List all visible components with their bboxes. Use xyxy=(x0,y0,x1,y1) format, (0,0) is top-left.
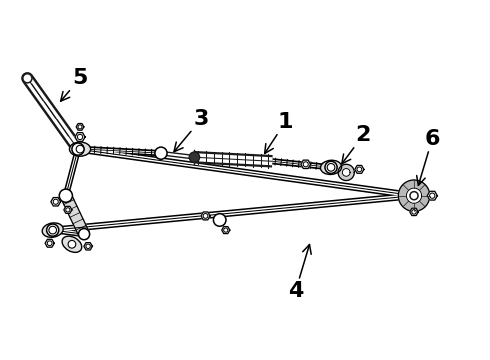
Polygon shape xyxy=(221,226,230,234)
Circle shape xyxy=(23,74,32,83)
Circle shape xyxy=(47,224,59,236)
Circle shape xyxy=(430,193,435,198)
Circle shape xyxy=(78,125,82,129)
Polygon shape xyxy=(343,168,350,176)
Polygon shape xyxy=(406,188,421,203)
Polygon shape xyxy=(75,132,85,141)
Text: 5: 5 xyxy=(61,68,88,101)
Circle shape xyxy=(78,229,90,240)
Circle shape xyxy=(412,210,416,214)
Circle shape xyxy=(357,167,362,172)
Circle shape xyxy=(325,161,337,174)
Circle shape xyxy=(66,208,70,212)
Circle shape xyxy=(214,214,226,226)
Circle shape xyxy=(68,240,76,248)
Polygon shape xyxy=(427,191,437,200)
Polygon shape xyxy=(301,160,311,168)
Polygon shape xyxy=(64,206,72,213)
Circle shape xyxy=(189,152,199,162)
Circle shape xyxy=(203,213,208,218)
Text: 6: 6 xyxy=(416,129,440,185)
Text: 1: 1 xyxy=(265,112,293,153)
Circle shape xyxy=(59,189,73,202)
Circle shape xyxy=(49,226,56,234)
Text: 3: 3 xyxy=(174,109,209,152)
Circle shape xyxy=(76,145,84,153)
Ellipse shape xyxy=(42,223,63,237)
Circle shape xyxy=(155,147,167,159)
Polygon shape xyxy=(338,164,354,180)
Text: 4: 4 xyxy=(288,244,311,301)
Circle shape xyxy=(303,162,308,167)
Polygon shape xyxy=(355,166,364,173)
Polygon shape xyxy=(398,180,430,211)
Ellipse shape xyxy=(70,142,91,156)
Polygon shape xyxy=(45,239,54,247)
Circle shape xyxy=(77,134,83,140)
Text: 2: 2 xyxy=(342,125,371,164)
Ellipse shape xyxy=(62,236,82,252)
Circle shape xyxy=(48,241,52,246)
Polygon shape xyxy=(51,198,61,206)
Polygon shape xyxy=(76,123,84,130)
Circle shape xyxy=(410,192,418,200)
Polygon shape xyxy=(201,212,210,220)
Circle shape xyxy=(223,228,228,232)
Circle shape xyxy=(86,244,90,248)
Circle shape xyxy=(53,199,58,204)
Polygon shape xyxy=(410,208,418,216)
Polygon shape xyxy=(84,243,93,250)
Circle shape xyxy=(72,143,84,155)
Circle shape xyxy=(327,163,335,171)
Polygon shape xyxy=(61,193,89,237)
Ellipse shape xyxy=(320,160,342,175)
